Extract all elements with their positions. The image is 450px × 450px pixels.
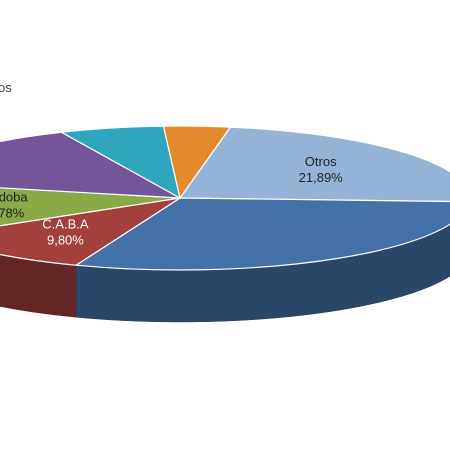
slice-label-3: Córdoba: [0, 189, 28, 204]
pie-slice-4: [0, 131, 181, 199]
slice-value-label-3: 11,78%: [0, 205, 25, 220]
pie-slice-1: [75, 197, 450, 271]
slice-value-label-0: 21,89%: [299, 170, 344, 185]
pie-slice-0: [179, 126, 450, 203]
slice-label-2: C.A.B.A: [42, 216, 89, 231]
pie-slice-6: [162, 125, 231, 199]
pie-slice-3: [0, 187, 181, 227]
slice-value-label-2: 9,80%: [47, 232, 84, 247]
pie-slice-2: [0, 197, 181, 266]
slice-label-0: Otros: [305, 154, 337, 169]
legend-partial-text: os: [0, 80, 12, 95]
